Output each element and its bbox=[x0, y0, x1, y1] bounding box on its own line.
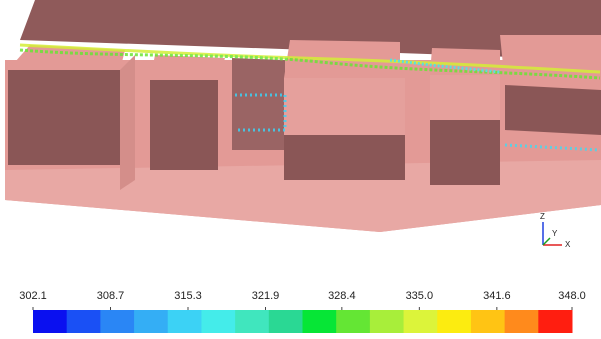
colorbar-tick-label: 321.9 bbox=[252, 290, 280, 302]
triad-label: X bbox=[565, 240, 571, 249]
colorbar-tick-label: 302.1 bbox=[19, 290, 47, 302]
colorbar-segment bbox=[235, 310, 269, 333]
colorbar-segment bbox=[33, 310, 67, 333]
colorbar-segment bbox=[336, 310, 370, 333]
colorbar-segment bbox=[370, 310, 404, 333]
cfd-view: Z X Y 302.1 308.7 315.3 321.9 328.4 335.0 341.… bbox=[0, 0, 601, 339]
colorbar-segment bbox=[269, 310, 303, 333]
colorbar-tick-label: 315.3 bbox=[174, 290, 202, 302]
colorbar-tick-label: 335.0 bbox=[406, 290, 434, 302]
geometry bbox=[5, 0, 601, 232]
colorbar-segment bbox=[303, 310, 337, 333]
colorbar-segment bbox=[67, 310, 101, 333]
axis-triad: Z X Y bbox=[540, 212, 571, 249]
triad-label: Y bbox=[552, 229, 558, 238]
colorbar-tick-label: 328.4 bbox=[328, 290, 356, 302]
page: Z X Y 302.1 308.7 315.3 321.9 328.4 335.0 341.… bbox=[0, 0, 601, 339]
colorbar-tick-label: 308.7 bbox=[97, 290, 125, 302]
colorbar-segment bbox=[437, 310, 471, 333]
colorbar-segment bbox=[404, 310, 438, 333]
colorbar-segment bbox=[168, 310, 202, 333]
colorbar-tick-label: 341.6 bbox=[483, 290, 511, 302]
colorbar-segment bbox=[201, 310, 235, 333]
colorbar-segment bbox=[100, 310, 134, 333]
colorbar-segment bbox=[134, 310, 168, 333]
colorbar: 302.1 308.7 315.3 321.9 328.4 335.0 341.6 348.0 bbox=[19, 290, 586, 333]
colorbar-segment bbox=[538, 310, 572, 333]
colorbar-tick-label: 348.0 bbox=[558, 290, 586, 302]
triad-label: Z bbox=[540, 212, 545, 221]
colorbar-segment bbox=[471, 310, 505, 333]
colorbar-segment bbox=[505, 310, 539, 333]
